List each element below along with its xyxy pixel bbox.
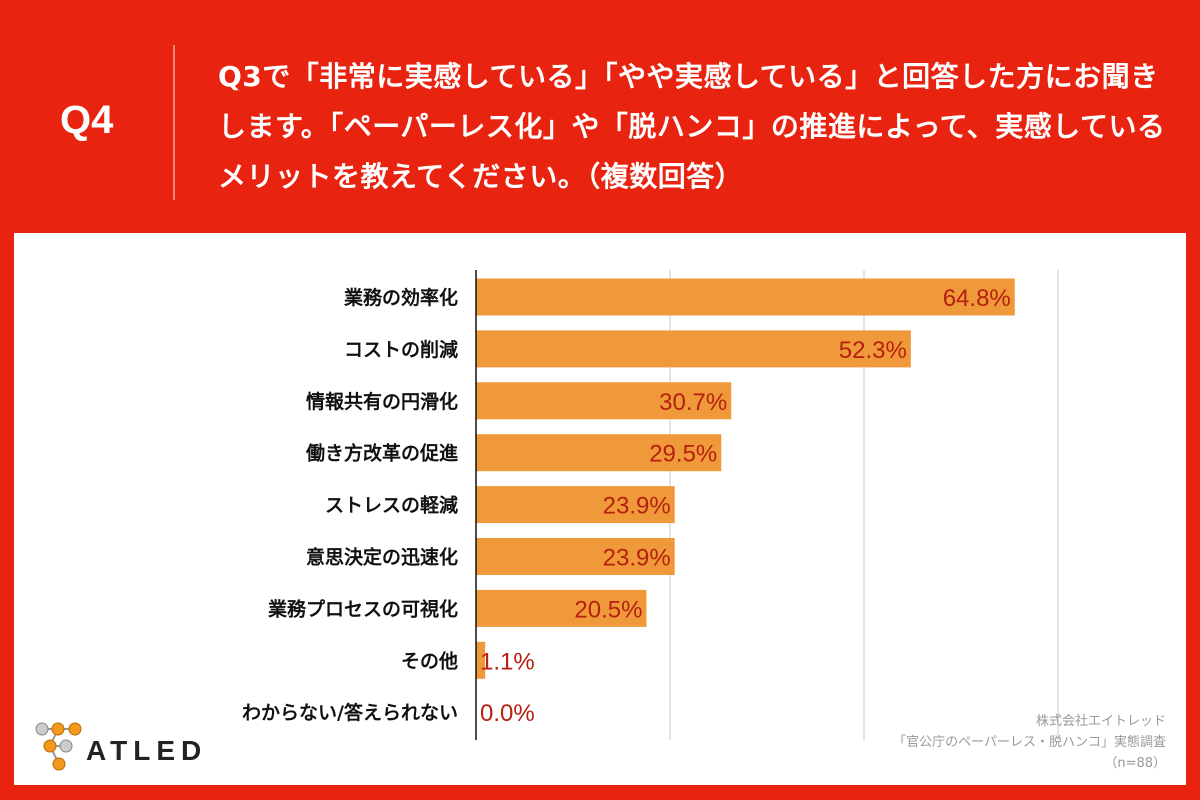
value-label: 1.1% xyxy=(480,648,535,675)
value-label: 30.7% xyxy=(659,389,727,416)
category-label: 業務プロセスの可視化 xyxy=(267,597,458,620)
value-label: 0.0% xyxy=(480,700,535,727)
category-label: わからない/答えられない xyxy=(242,701,458,724)
category-label: 意思決定の迅速化 xyxy=(306,546,458,569)
category-label: 働き方改革の促進 xyxy=(305,442,458,465)
category-label: 情報共有の円滑化 xyxy=(306,390,458,413)
category-label: コストの削減 xyxy=(344,338,458,361)
source-survey: 「官公庁のペーパーレス・脱ハンコ」実態調査 xyxy=(893,735,1166,750)
bar xyxy=(476,330,911,368)
category-label: その他 xyxy=(401,649,458,672)
bar xyxy=(476,486,675,524)
atled-logo-icon xyxy=(35,722,82,771)
logo-text: ATLED xyxy=(86,735,208,766)
value-label: 29.5% xyxy=(649,441,717,468)
question-text: Q3で「非常に実感している」「やや実感している」と回答した方にお聞きします。「ペ… xyxy=(218,60,1166,193)
value-label: 23.9% xyxy=(603,493,671,520)
bar xyxy=(476,434,722,472)
bar xyxy=(476,641,486,679)
source-note: 株式会社エイトレッド 「官公庁のペーパーレス・脱ハンコ」実態調査 （n=88） xyxy=(893,711,1166,774)
category-label: ストレスの軽減 xyxy=(325,494,458,517)
question-number: Q4 xyxy=(60,98,114,142)
bar xyxy=(476,538,675,575)
bar xyxy=(476,278,1015,316)
value-label: 23.9% xyxy=(603,545,671,572)
bar xyxy=(476,382,732,420)
header-divider xyxy=(173,45,175,200)
bar xyxy=(476,589,647,627)
value-label: 20.5% xyxy=(574,596,642,623)
category-label: 業務の効率化 xyxy=(343,286,458,309)
source-sample: （n=88） xyxy=(1104,756,1166,771)
source-company: 株式会社エイトレッド xyxy=(1035,714,1166,729)
value-label: 52.3% xyxy=(839,337,907,364)
value-label: 64.8% xyxy=(943,285,1011,312)
